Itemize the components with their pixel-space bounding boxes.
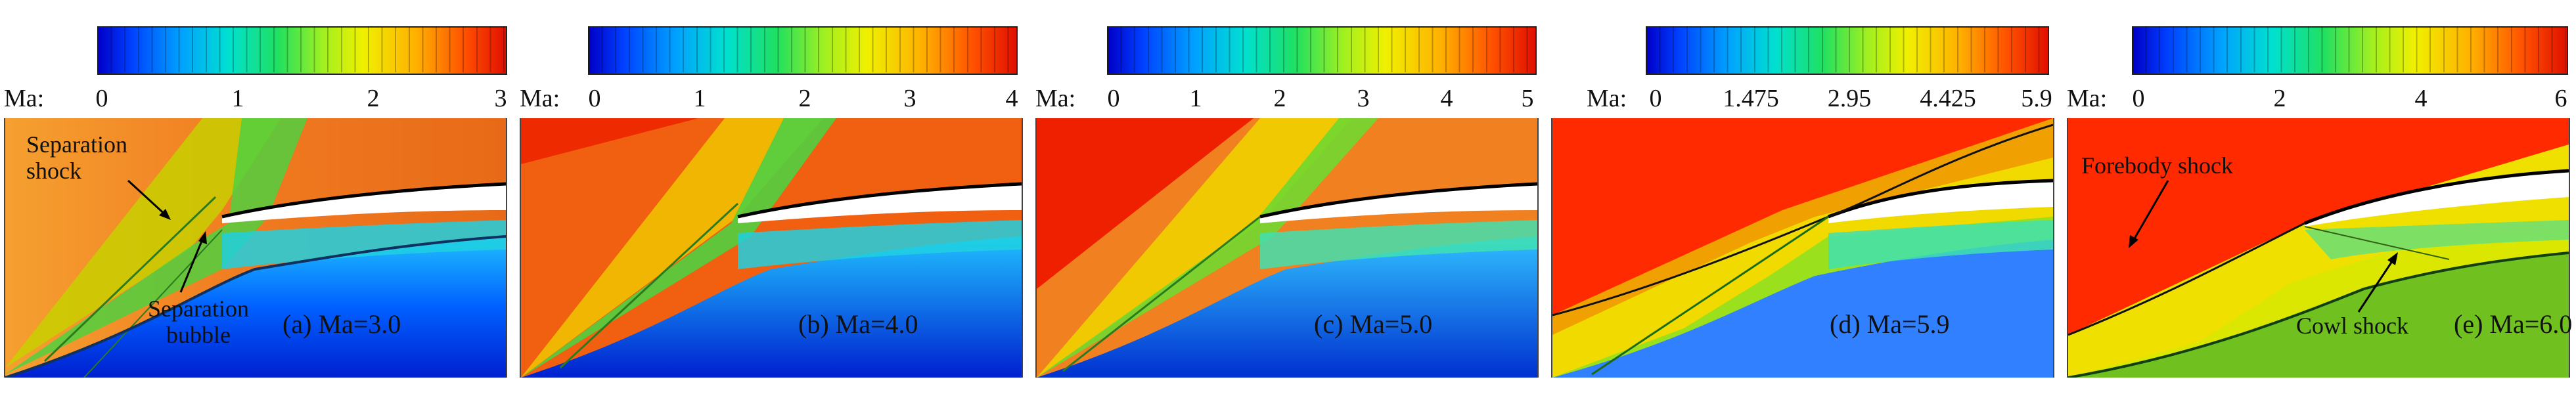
colorbar [2132, 26, 2568, 75]
panel-e: Ma: 0 2 4 6 Forebody shock Cowl shock (e… [2063, 0, 2572, 394]
colorbar [1107, 26, 1537, 75]
panel-d: Ma: 0 1.475 2.95 4.425 5.9 (d) Ma=5.9 [1547, 0, 2054, 394]
arrow-icon [2357, 252, 2398, 313]
cowl-shock-label: Cowl shock [2296, 313, 2408, 339]
colorbar-tick: 5.9 [2021, 85, 2052, 112]
colorbar-tick: 3 [903, 85, 916, 112]
colorbar-tick: 4 [1005, 85, 1018, 112]
colorbar-label: Ma: [1587, 85, 1627, 112]
colorbar-label: Ma: [1035, 85, 1076, 112]
colorbar-tick: 6 [2554, 85, 2567, 112]
colorbar-tick: 3 [494, 85, 507, 112]
arrow-icon [127, 179, 171, 220]
mach-contour-field [2067, 118, 2570, 378]
colorbar [97, 26, 507, 75]
colorbar [588, 26, 1018, 75]
colorbar-tick: 1.475 [1723, 85, 1779, 112]
colorbar-tick: 0 [588, 85, 601, 112]
colorbar-tick: 2 [1273, 85, 1286, 112]
colorbar-tick: 2 [798, 85, 811, 112]
separation-shock-label: Separation shock [26, 131, 127, 184]
arrow-icon [2129, 180, 2169, 248]
colorbar-tick: 1 [1189, 85, 1202, 112]
colorbar-tick: 1 [693, 85, 706, 112]
panel-c: Ma: 0 1 2 3 4 5 (c) Ma=5.0 [1031, 0, 1539, 394]
colorbar [1646, 26, 2049, 75]
colorbar-tick: 2 [2273, 85, 2286, 112]
colorbar-tick: 5 [1521, 85, 1534, 112]
arrow-icon [179, 231, 207, 293]
panel-caption: (c) Ma=5.0 [1314, 309, 1433, 339]
mach-contour-field [1035, 118, 1539, 378]
colorbar-tick: 4.425 [1920, 85, 1976, 112]
panel-caption: (e) Ma=6.0 [2454, 309, 2573, 339]
panel-caption: (b) Ma=4.0 [798, 309, 918, 339]
colorbar-tick: 3 [1357, 85, 1370, 112]
colorbar-label: Ma: [2067, 85, 2108, 112]
forebody-shock-label: Forebody shock [2081, 152, 2233, 179]
colorbar-tick: 1 [231, 85, 244, 112]
colorbar-tick: 4 [2414, 85, 2428, 112]
colorbar-tick: 0 [2132, 85, 2145, 112]
panel-caption: (d) Ma=5.9 [1830, 309, 1950, 339]
colorbar-tick: 0 [95, 85, 108, 112]
mach-contour-field [1551, 118, 2054, 378]
panel-caption: (a) Ma=3.0 [282, 309, 401, 339]
panel-a: Ma: 0 1 2 3 Separation shock [0, 0, 507, 394]
colorbar-tick: 2 [367, 85, 380, 112]
colorbar-tick: 0 [1649, 85, 1662, 112]
mach-contour-field [520, 118, 1023, 378]
colorbar-tick: 4 [1440, 85, 1453, 112]
colorbar-label: Ma: [520, 85, 560, 112]
colorbar-tick: 0 [1107, 85, 1120, 112]
mach-contour-field [4, 118, 507, 378]
colorbar-tick: 2.95 [1827, 85, 1872, 112]
separation-bubble-label: Separation bubble [148, 296, 249, 348]
colorbar-label: Ma: [4, 85, 45, 112]
panel-b: Ma: 0 1 2 3 4 (b) Ma=4.0 [516, 0, 1023, 394]
